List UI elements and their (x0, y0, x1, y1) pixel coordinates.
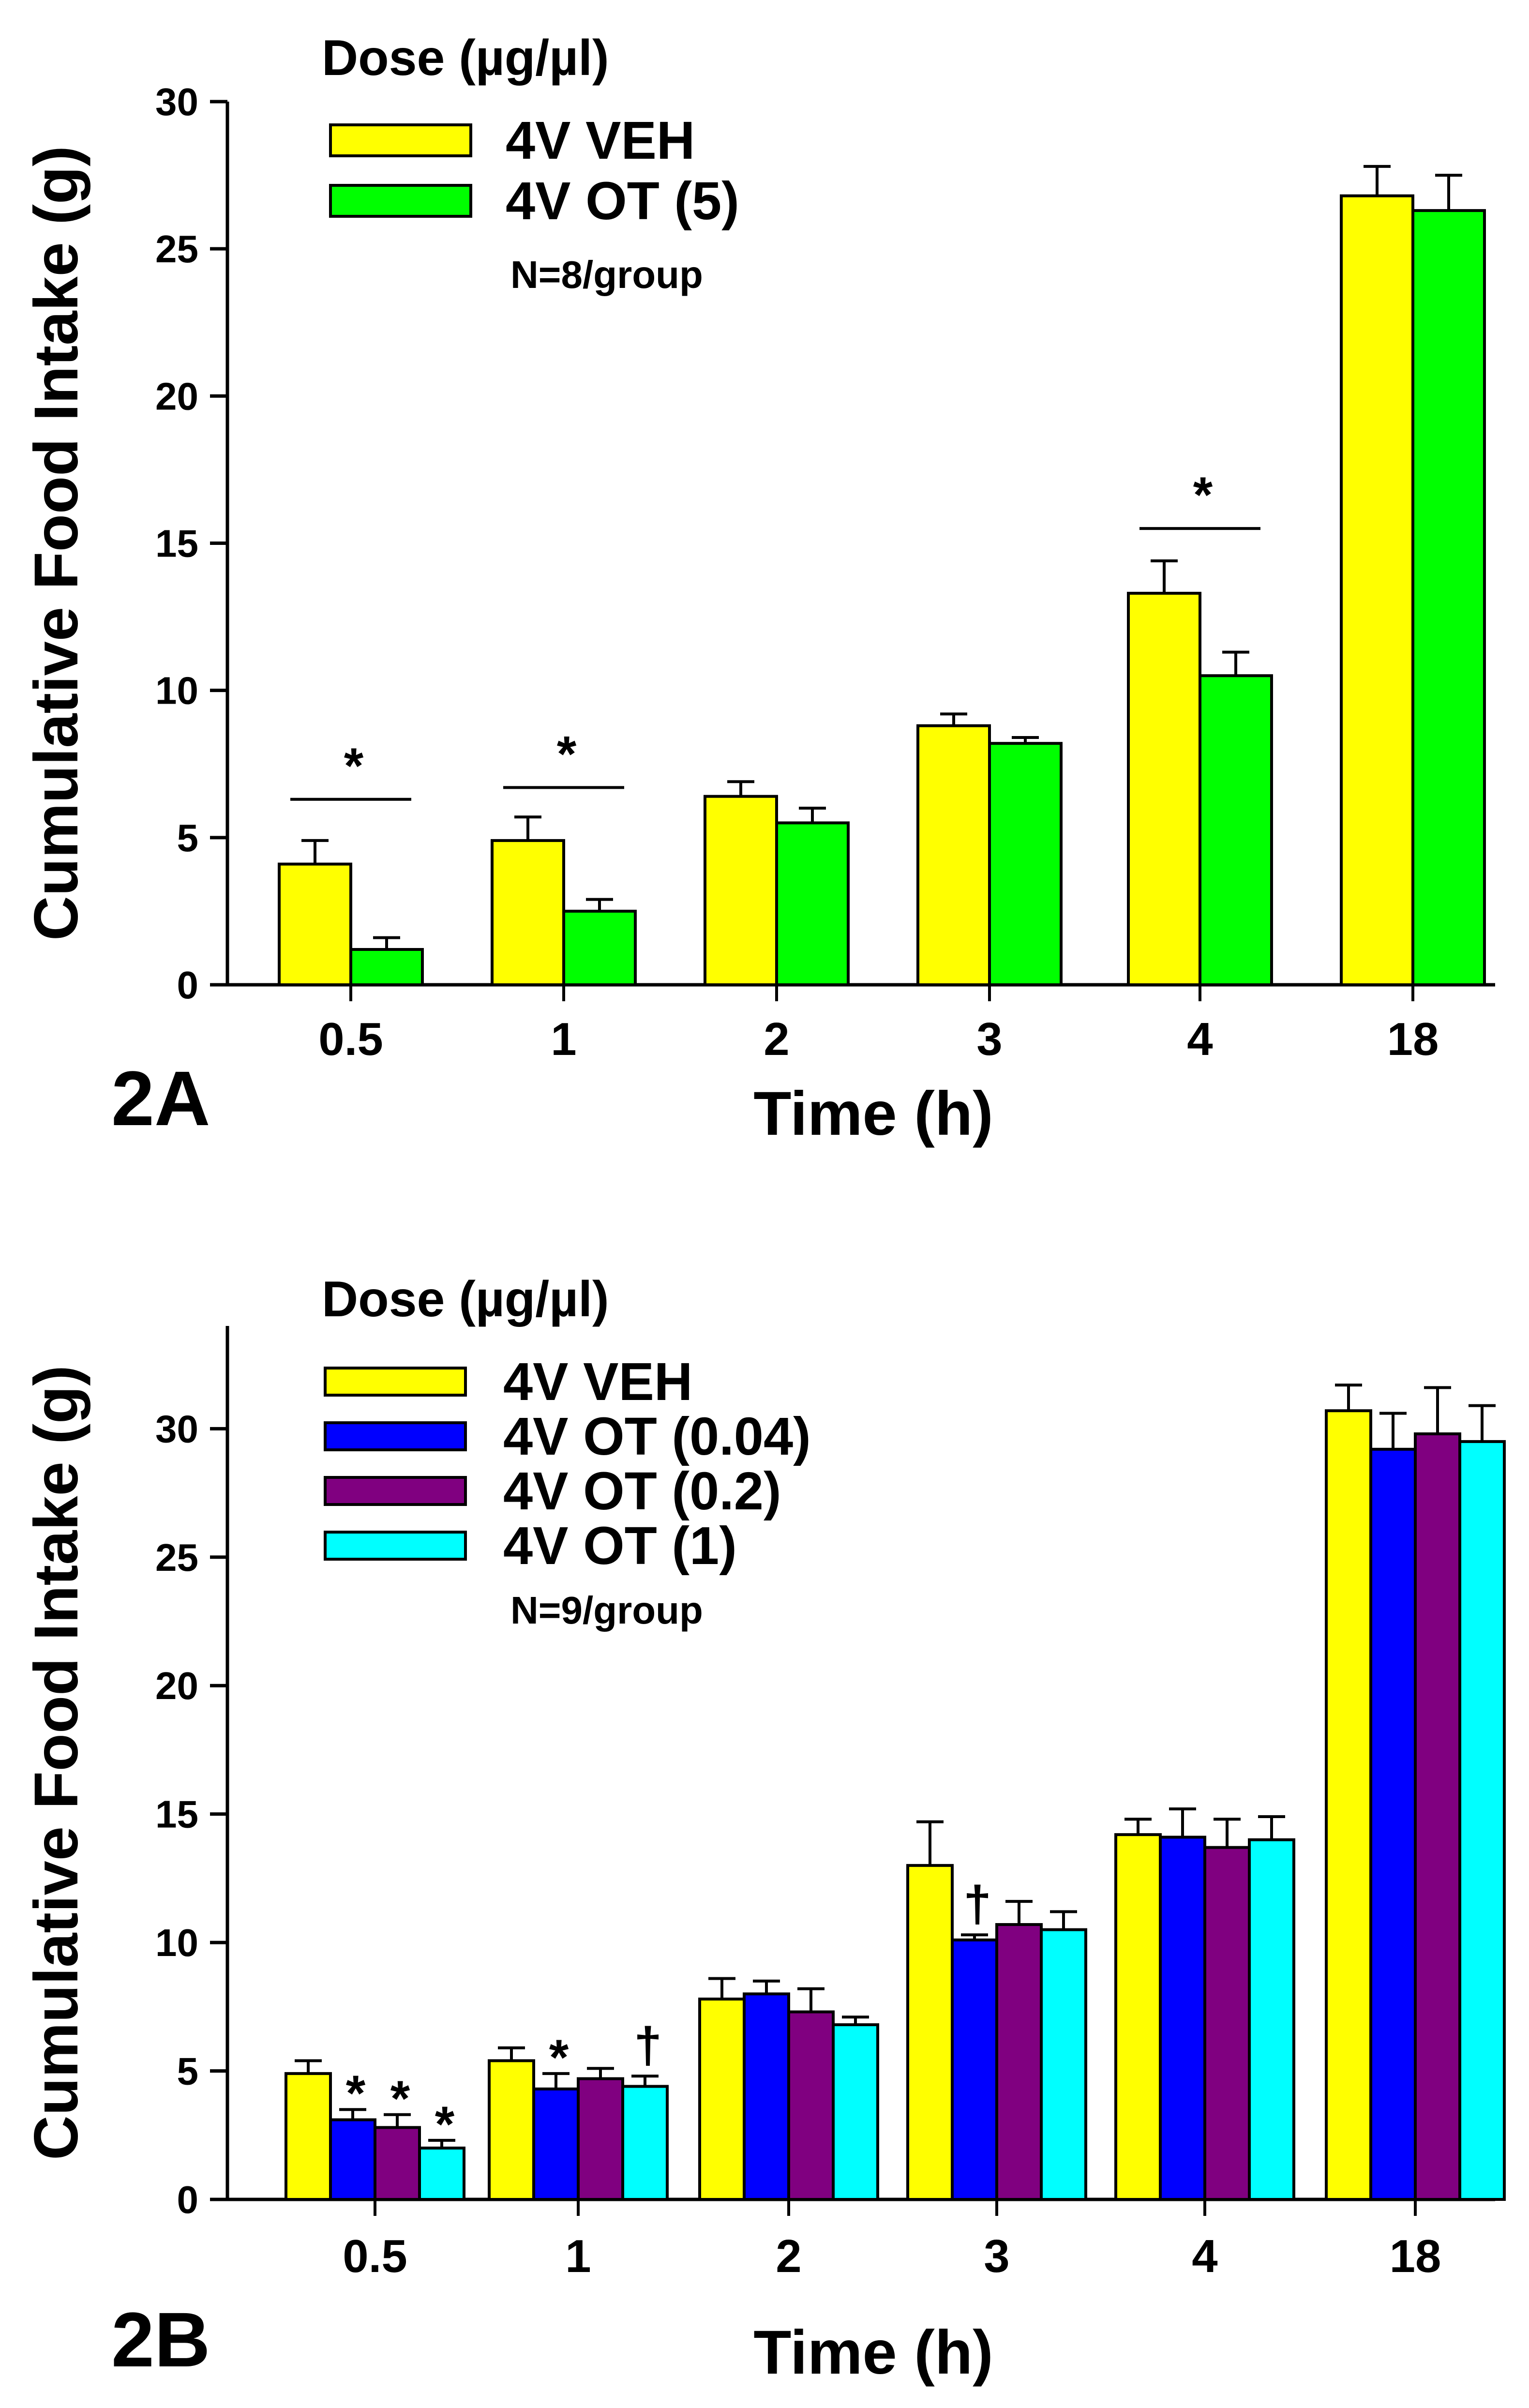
bar (285, 2072, 332, 2201)
x-tick-label: 0.5 (343, 2230, 407, 2282)
legend-swatch (324, 1421, 467, 1451)
bar (704, 795, 778, 986)
panel-2b: 0 5 10 15 20 25 30 0.5 1 2 3 4 18 * * * * † † Cumulative Fo… (22, 1271, 1506, 2387)
bar (951, 1938, 998, 2201)
bar (832, 2023, 879, 2201)
x-tick-label: 4 (1192, 2230, 1217, 2282)
bar (698, 1997, 746, 2201)
y-tick-label: 15 (155, 522, 198, 565)
x-tick-label: 18 (1390, 2230, 1441, 2282)
legend-swatch (324, 1367, 467, 1397)
x-tick-label: 2 (764, 1013, 789, 1065)
bar (995, 1923, 1043, 2201)
y-axis-title: Cumulative Food Intake (g) (22, 1365, 91, 2160)
panel-label: 2A (111, 1055, 210, 1142)
legend-label: 4V VEH (503, 1352, 692, 1412)
y-tick-label: 10 (155, 669, 198, 712)
y-tick-label: 0 (177, 963, 199, 1007)
y-tick-label: 25 (155, 1536, 198, 1579)
sample-size-note: N=9/group (510, 1589, 703, 1632)
x-tick-label: 1 (565, 2230, 591, 2282)
bar (329, 2118, 376, 2201)
significance-mark: † (634, 2017, 662, 2074)
sample-size-note: N=8/group (510, 253, 703, 296)
bar (988, 742, 1063, 986)
bar (906, 1864, 954, 2201)
y-tick-label: 25 (155, 227, 198, 271)
bar (374, 2126, 421, 2201)
bar (787, 2010, 835, 2201)
bar (1369, 1447, 1417, 2201)
y-tick-label: 15 (155, 1793, 198, 1836)
legend-swatch (329, 184, 472, 218)
bar (1325, 1409, 1372, 2201)
y-axis-title: Cumulative Food Intake (g) (22, 146, 91, 941)
bar (491, 839, 565, 986)
bar (1159, 1836, 1206, 2201)
x-tick-label: 1 (551, 1013, 576, 1065)
bar (1127, 591, 1201, 986)
x-tick-label: 2 (776, 2230, 801, 2282)
bar (1040, 1928, 1087, 2201)
x-axis-title: Time (h) (753, 2318, 993, 2387)
x-tick-label: 3 (976, 1013, 1002, 1065)
bar (1199, 674, 1273, 986)
bar (1340, 194, 1414, 987)
bar (1248, 1838, 1295, 2201)
bar (418, 2146, 465, 2201)
bar (1203, 1846, 1251, 2201)
significance-mark: * (390, 2071, 410, 2127)
significance-mark: * (557, 726, 577, 782)
bar (349, 948, 424, 986)
bar (532, 2087, 580, 2201)
bar (1114, 1833, 1162, 2201)
legend-swatch (329, 123, 472, 157)
x-tick-label: 0.5 (318, 1013, 383, 1065)
legend-title: Dose (µg/µl) (322, 1271, 609, 1327)
legend-swatch (324, 1476, 467, 1506)
significance-mark: * (549, 2030, 569, 2086)
significance-mark: * (346, 2065, 366, 2122)
panel-label: 2B (111, 2296, 210, 2383)
x-tick-label: 4 (1187, 1013, 1213, 1065)
bar (1411, 209, 1486, 986)
x-axis-title: Time (h) (753, 1079, 993, 1148)
y-tick-label: 0 (177, 2178, 199, 2221)
significance-mark: * (344, 738, 364, 794)
y-tick-label: 5 (177, 816, 199, 859)
y-tick-label: 30 (155, 1407, 198, 1450)
bar (577, 2077, 624, 2201)
significance-mark: * (435, 2096, 455, 2152)
legend-title: Dose (µg/µl) (322, 30, 609, 86)
legend-label: 4V OT (0.2) (503, 1461, 781, 1521)
legend-swatch (324, 1531, 467, 1561)
legend-label: 4V OT (1) (503, 1516, 737, 1576)
legend-label: 4V VEH (506, 111, 695, 170)
bar (1414, 1432, 1461, 2201)
legend-label: 4V OT (0.04) (503, 1407, 811, 1466)
y-tick-label: 10 (155, 1921, 198, 1964)
bar (775, 821, 850, 986)
bar (1458, 1440, 1506, 2201)
y-tick-label: 20 (155, 375, 198, 418)
y-tick-label: 5 (177, 2050, 199, 2093)
bar (562, 909, 637, 986)
bar (488, 2059, 535, 2201)
y-tick-label: 20 (155, 1664, 198, 1707)
significance-mark: † (963, 1876, 991, 1932)
x-tick-label: 3 (984, 2230, 1009, 2282)
y-tick-label: 30 (155, 80, 198, 123)
significance-mark: * (1193, 467, 1213, 523)
legend-label: 4V OT (5) (506, 171, 739, 231)
bar (743, 1992, 790, 2201)
panel-2a: 0 5 10 15 20 25 30 0.5 1 2 3 4 18 * * * Cumulative Food … (22, 30, 1495, 1148)
bar (621, 2085, 669, 2201)
x-tick-label: 18 (1387, 1013, 1439, 1065)
bar (278, 862, 352, 987)
bar (916, 724, 991, 986)
